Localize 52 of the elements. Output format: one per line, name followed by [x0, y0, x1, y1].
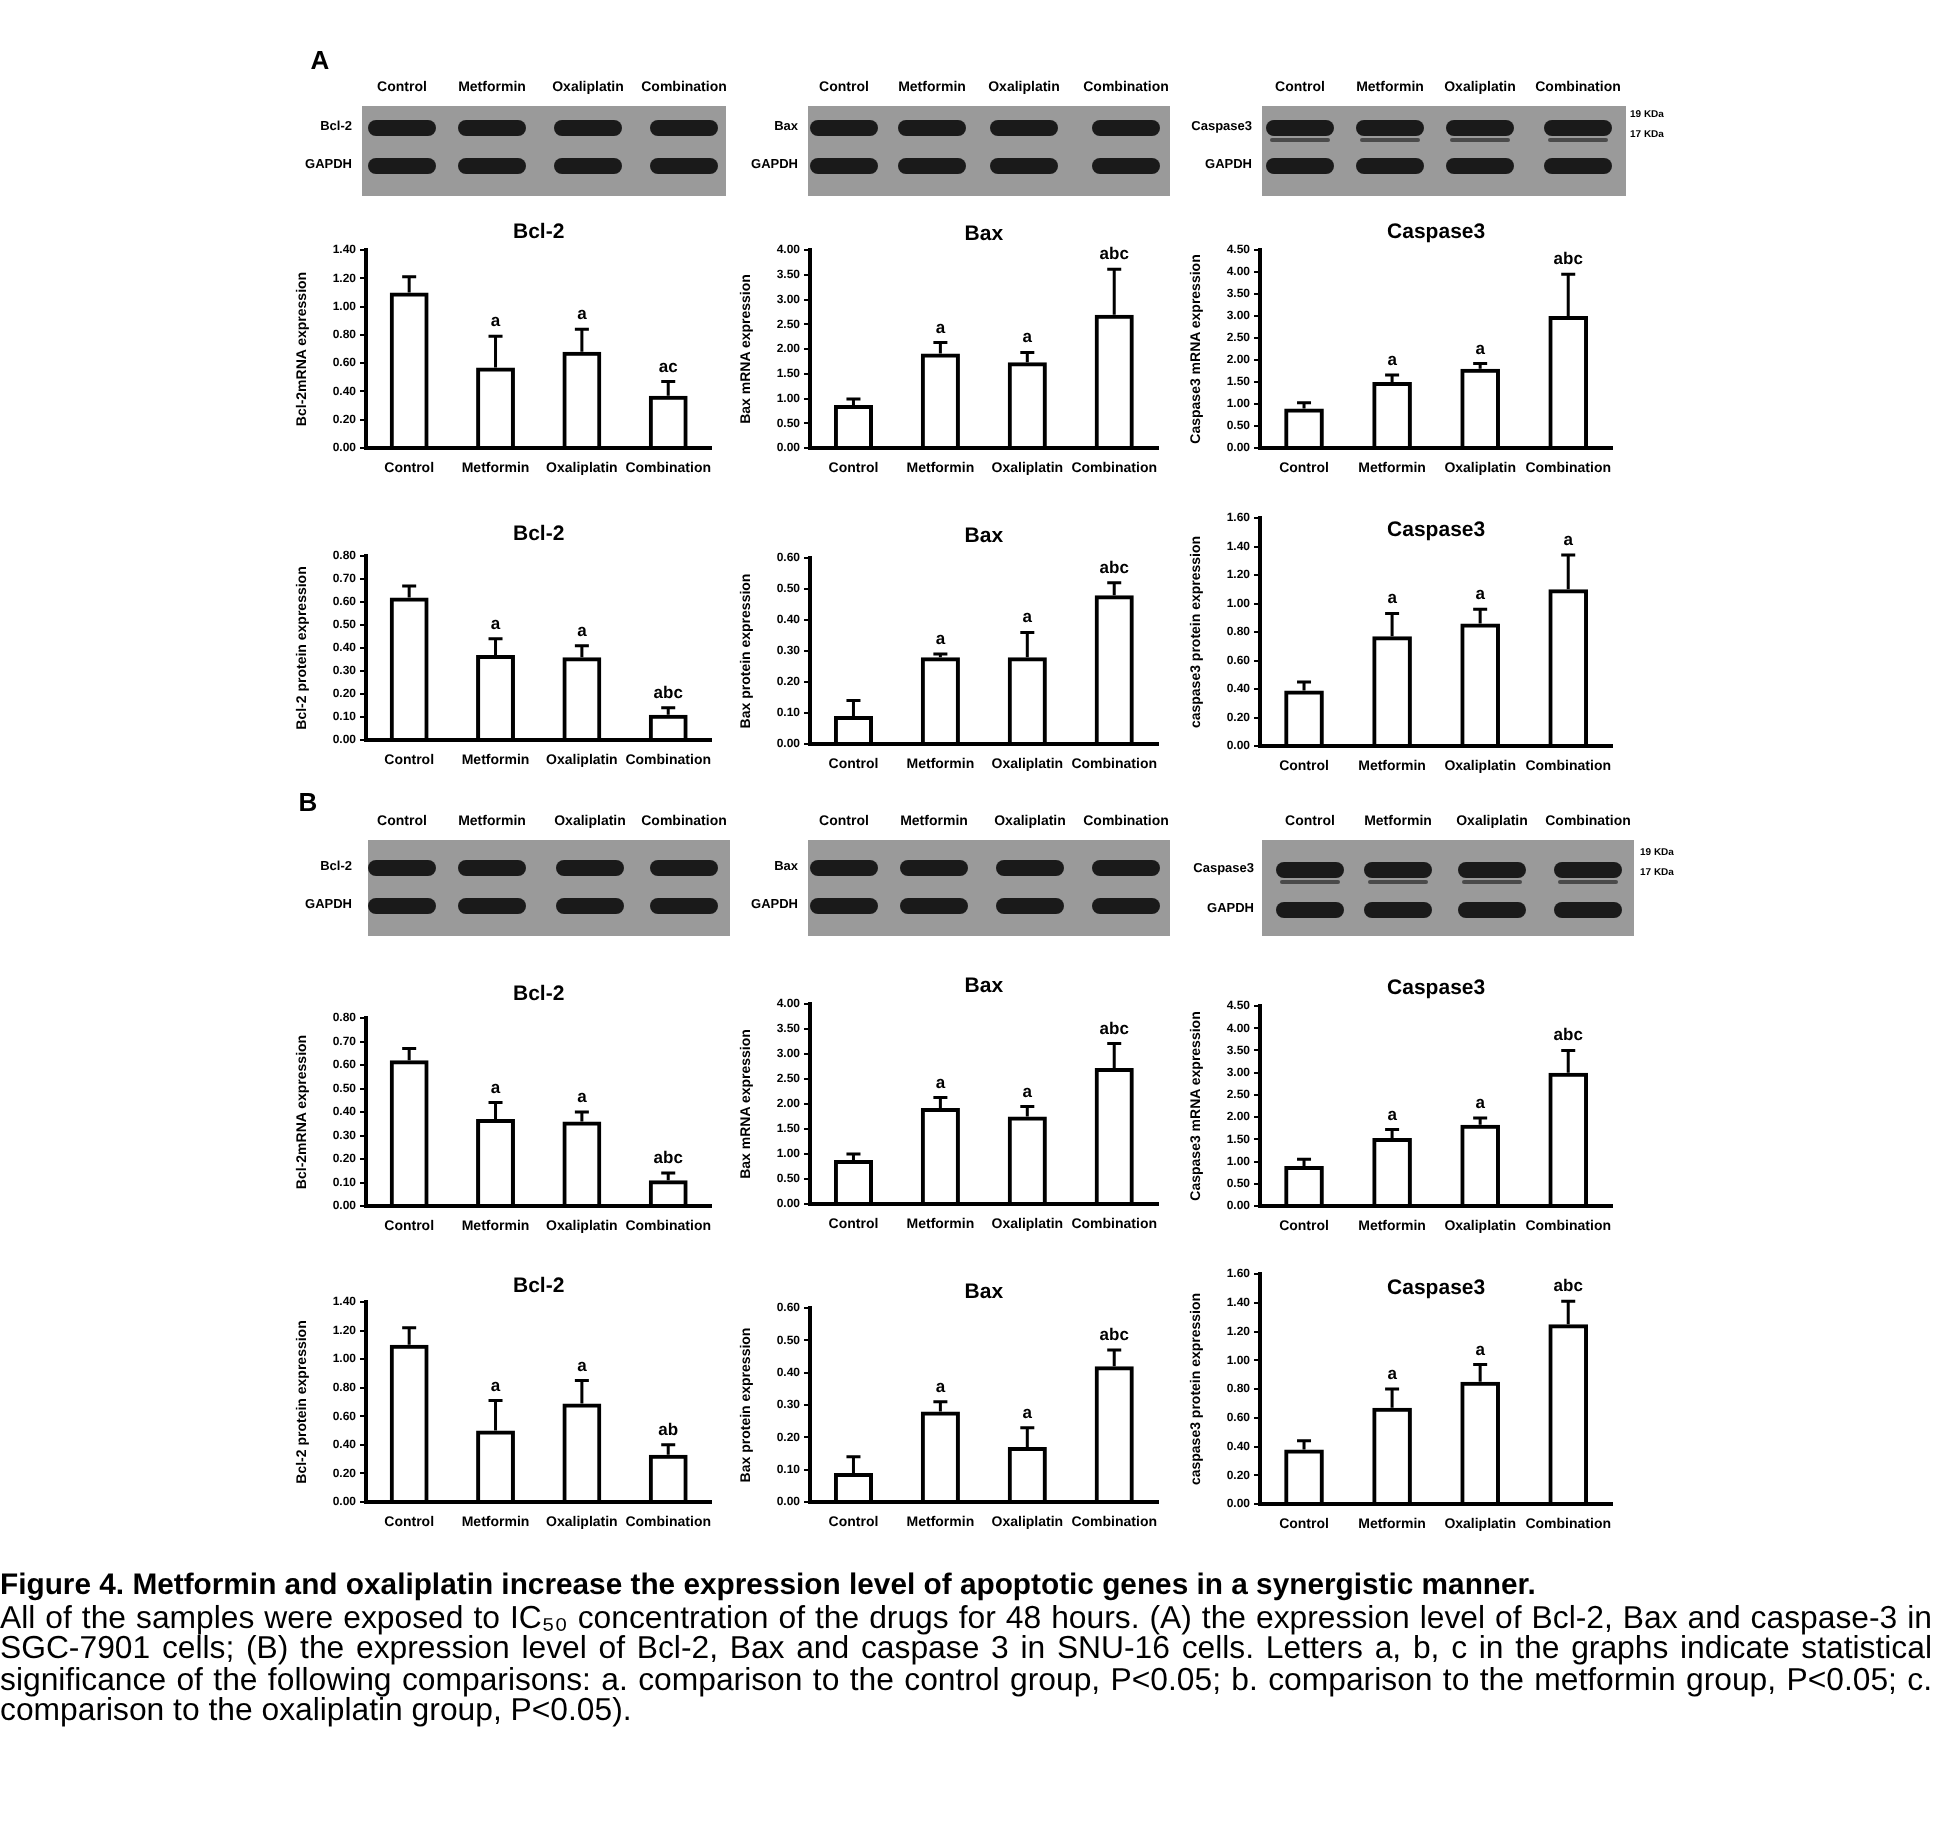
data-label: a	[1475, 1338, 1486, 1359]
text: A	[310, 45, 330, 75]
data-label: a	[577, 303, 588, 324]
data-label: a	[490, 612, 501, 633]
chart-title: Caspase3	[1387, 219, 1486, 244]
text: All of the samples were exposed to IC₅₀ concentration of the drugs for 48 hours. (A) the expression level of Bcl-2, Bax and caspase-3 in SGC-7901 cells; (B) the expression level of Bcl-2, Bax and caspase 3 in SNU-16 cells. Letters a, b, c in the graphs indicate statistical significance of the following comparisons: a. comparison to the control group, P<0.05; b. comparison to the metformin group, P<0.05; c. comparison to the oxaliplatin group, P<0.05).	[0, 1601, 1932, 1728]
data-label: a	[935, 1375, 946, 1396]
data-label: a	[490, 1076, 501, 1097]
data-label: a	[1387, 348, 1398, 369]
data-label: a	[1475, 337, 1486, 358]
chart-title: Caspase3	[1387, 517, 1486, 542]
chart-title: Bax	[964, 1279, 1004, 1304]
chart-title: Bax	[964, 523, 1004, 548]
data-label: a	[577, 1354, 588, 1375]
text: Figure 4. Metformin and oxaliplatin increase the expression level of apoptotic genes in a synergistic manner.	[0, 1570, 1538, 1603]
data-label: a	[490, 1374, 501, 1395]
text: B	[298, 787, 318, 817]
data-label: a	[1387, 587, 1398, 608]
data-label: a	[1022, 1401, 1033, 1422]
data-label: a	[1387, 1363, 1398, 1383]
data-label: abc	[1553, 1275, 1584, 1296]
data-label: a	[577, 619, 588, 640]
data-label: a	[1022, 1080, 1033, 1101]
data-label: abc	[653, 1147, 684, 1168]
data-label: a	[935, 1071, 946, 1092]
data-label: abc	[1099, 243, 1130, 264]
data-label: abc	[653, 681, 684, 702]
data-label: ab	[658, 1418, 679, 1439]
data-label: a	[490, 310, 501, 331]
data-label: a	[1022, 326, 1033, 347]
data-label: abc	[1099, 1324, 1130, 1345]
data-label: abc	[1553, 1024, 1584, 1045]
data-label: abc	[1553, 248, 1584, 269]
data-label: a	[577, 1086, 588, 1106]
data-label: abc	[1099, 556, 1130, 577]
chart-title: Caspase3	[1387, 975, 1486, 1000]
data-label: a	[1563, 529, 1574, 550]
chart-title: Caspase3	[1387, 1275, 1486, 1300]
chart-title: Bcl-2	[513, 981, 565, 1006]
data-label: a	[1022, 606, 1033, 627]
data-label: a	[935, 316, 946, 337]
data-label: abc	[1099, 1017, 1130, 1038]
chart-title: Bcl-2	[513, 1273, 565, 1298]
chart-title: Bcl-2	[513, 521, 565, 546]
chart-title: Bax	[964, 973, 1004, 998]
data-label: a	[1475, 1092, 1486, 1112]
data-label: a	[1475, 583, 1486, 604]
data-label: a	[1387, 1103, 1398, 1124]
chart-title: Bcl-2	[513, 219, 565, 244]
chart-title: Bax	[964, 221, 1004, 246]
data-label: a	[935, 628, 946, 649]
data-label: ac	[658, 355, 679, 376]
